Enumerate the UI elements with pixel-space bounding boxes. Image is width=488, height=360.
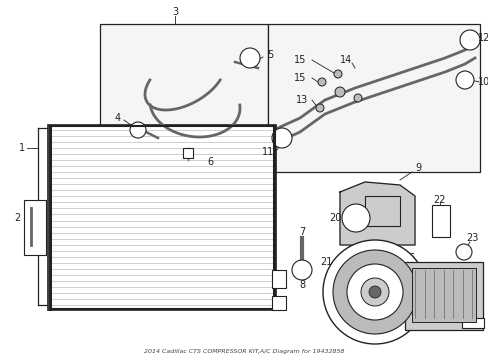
Circle shape: [271, 128, 291, 148]
Circle shape: [130, 122, 146, 138]
Circle shape: [346, 264, 402, 320]
Circle shape: [34, 240, 42, 248]
Text: 13: 13: [295, 95, 307, 105]
Circle shape: [333, 70, 341, 78]
Bar: [183, 148, 193, 158]
Bar: [267, 24, 479, 172]
Bar: [100, 24, 267, 164]
Circle shape: [353, 94, 361, 102]
Text: 19: 19: [373, 243, 386, 253]
Circle shape: [455, 244, 471, 260]
Text: 3: 3: [172, 7, 178, 17]
Circle shape: [34, 216, 42, 224]
Circle shape: [368, 286, 380, 298]
Circle shape: [332, 250, 416, 334]
Text: 2: 2: [14, 213, 20, 223]
Text: 15: 15: [293, 73, 305, 83]
Text: 16: 16: [403, 253, 415, 263]
Text: 17: 17: [329, 300, 342, 310]
Text: 6: 6: [206, 157, 213, 167]
Text: 9: 9: [414, 163, 420, 173]
Text: 15: 15: [293, 55, 305, 65]
Bar: [364, 196, 399, 226]
Text: 23: 23: [465, 233, 477, 243]
Circle shape: [315, 104, 324, 112]
Circle shape: [360, 278, 388, 306]
Circle shape: [323, 240, 426, 344]
Circle shape: [334, 87, 345, 97]
Text: 2014 Cadillac CTS COMPRESSOR KIT,A/C Diagram for 19432858: 2014 Cadillac CTS COMPRESSOR KIT,A/C Dia…: [143, 349, 344, 354]
Text: 18: 18: [465, 308, 477, 318]
Circle shape: [455, 71, 473, 89]
Circle shape: [341, 204, 369, 232]
Text: 10: 10: [477, 77, 488, 87]
Bar: [461, 318, 483, 328]
Text: 12: 12: [477, 33, 488, 43]
Circle shape: [240, 48, 260, 68]
Bar: [24, 200, 46, 255]
Bar: [404, 262, 482, 330]
Text: 11: 11: [262, 147, 274, 157]
Circle shape: [35, 229, 41, 235]
Circle shape: [291, 260, 311, 280]
Text: 5: 5: [266, 50, 273, 60]
Bar: [431, 205, 449, 237]
Text: 22: 22: [433, 195, 446, 205]
Text: 20: 20: [328, 213, 341, 223]
Bar: [411, 268, 475, 322]
Bar: [271, 296, 285, 310]
Text: 1: 1: [19, 143, 25, 153]
Circle shape: [317, 78, 325, 86]
Bar: [271, 270, 285, 288]
Bar: [48, 125, 275, 310]
Circle shape: [459, 30, 479, 50]
Text: 21: 21: [319, 257, 331, 267]
Text: 7: 7: [298, 227, 305, 237]
Text: 8: 8: [298, 280, 305, 290]
Polygon shape: [339, 182, 414, 245]
Text: 14: 14: [339, 55, 351, 65]
Circle shape: [357, 249, 369, 261]
Text: 4: 4: [115, 113, 121, 123]
